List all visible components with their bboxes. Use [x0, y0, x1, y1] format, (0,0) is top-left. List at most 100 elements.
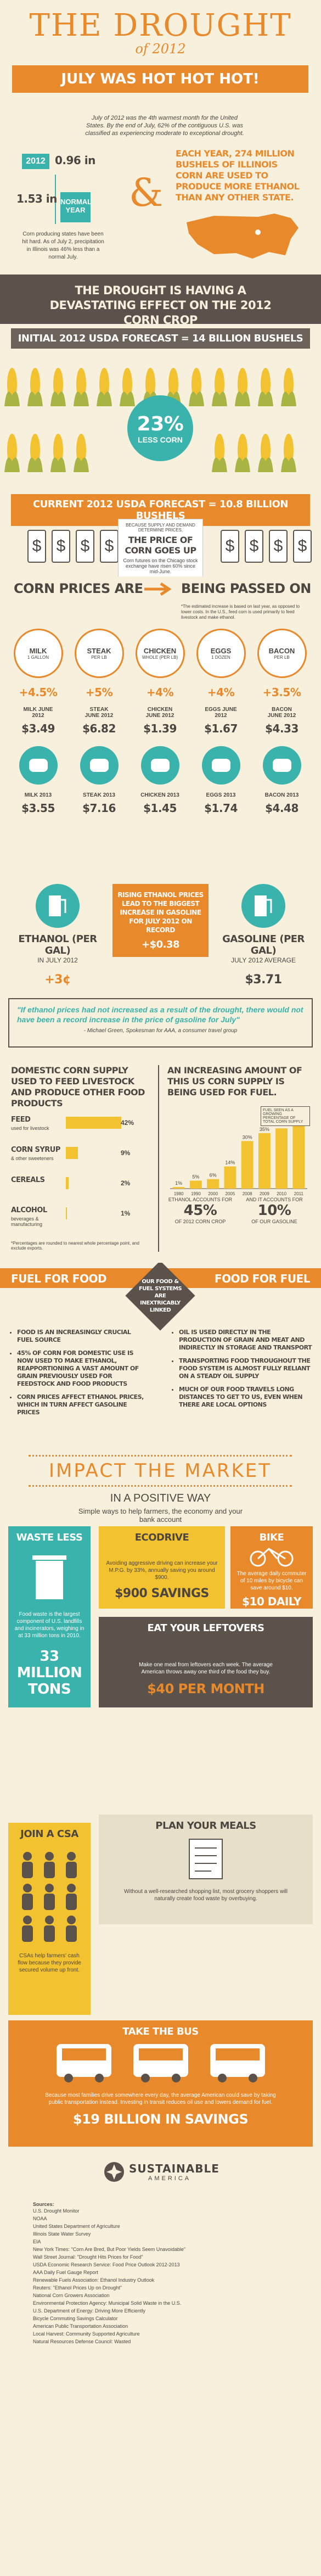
source-item: NOAA: [33, 2216, 47, 2221]
supply-bar: [66, 1177, 69, 1189]
bus-wheel: [140, 2074, 150, 2082]
bar: [258, 1133, 271, 1189]
impact-title: IMPACT THE MARKET: [29, 1455, 292, 1487]
supply-row: ALCOHOL beverages & manufacturing 1%: [11, 1205, 148, 1233]
corn-field: [4, 368, 296, 472]
supply-value: 1%: [121, 1209, 131, 1217]
price-2012: $4.33: [265, 722, 299, 735]
product-icon: [19, 746, 58, 785]
product-circle: STEAK PER LB: [74, 629, 124, 678]
divider: [158, 1065, 159, 1252]
passed-left: CORN PRICES ARE: [14, 581, 143, 596]
product-icon: [262, 746, 301, 785]
passed-note: *The estimated increase is based on last…: [181, 604, 300, 620]
product-name: EGGS: [210, 647, 232, 655]
supply-section: DOMESTIC CORN SUPPLY USED TO FEED LIVEST…: [0, 1054, 321, 1263]
icon-shape: [272, 759, 291, 772]
source-item: Illinois State Water Survey: [33, 2231, 91, 2237]
bus-card: TAKE THE BUS Because most families drive…: [8, 2020, 313, 2147]
less-badge: 23% LESS CORN: [127, 395, 193, 461]
source-item: New York Times: "Corn Are Bred, But Poor…: [33, 2247, 186, 2252]
supply-label: ALCOHOL: [11, 1206, 47, 1214]
price-change: +4.5%: [19, 686, 58, 699]
corn-section: INITIAL 2012 USDA FORECAST = 14 BILLION …: [0, 324, 321, 494]
gasoline: GASOLINE (PER GAL) JULY 2012 AVERAGE $3.…: [217, 884, 310, 987]
eco-text: Avoiding aggressive driving can increase…: [106, 1560, 218, 1581]
person-body: [66, 1894, 77, 1910]
trash-body: [36, 1561, 63, 1599]
person-body: [44, 1862, 55, 1878]
right-title: FOOD FOR FUEL: [161, 1268, 321, 1288]
bus-wheel: [217, 2074, 227, 2082]
bus-wheel: [64, 2074, 73, 2082]
bike-icon: [250, 1548, 294, 1567]
person-head: [67, 1916, 76, 1924]
rain-normal: 1.53 in: [16, 192, 57, 205]
supply-bar: [66, 1147, 78, 1159]
x-tick-label: 1980: [174, 1191, 184, 1196]
eco-card: ECODRIVE Avoiding aggressive driving can…: [99, 1526, 225, 1609]
gas-stat: AND IT ACCOUNTS FOR 10% OF OUR GASOLINE: [239, 1197, 310, 1224]
corn-leaf: [74, 457, 89, 472]
x-tick-label: 2000: [208, 1191, 218, 1196]
left-title: FUEL FOR FOOD: [0, 1268, 160, 1288]
source-item: USDA Economic Research Service: Food Pri…: [33, 2262, 180, 2267]
corn-leaf: [50, 457, 66, 472]
x-tick-label: 2009: [260, 1191, 269, 1196]
supply-bars: FEED used for livestock 42% CORN SYRUP & oth…: [11, 1115, 148, 1235]
supply-bar: [66, 1117, 121, 1129]
person-head: [23, 1884, 32, 1892]
person-head: [45, 1852, 54, 1861]
passed-header: CORN PRICES ARE BEING PASSED ON: [0, 576, 321, 604]
person-body: [22, 1925, 33, 1942]
ethanol-sub: IN JULY 2012: [37, 956, 78, 964]
source-item: American Public Transportation Associati…: [33, 2323, 128, 2329]
pump: [49, 895, 66, 916]
crop-title: THE DROUGHT IS HAVING A DEVASTATING EFFE…: [49, 284, 272, 324]
bike-text: The average daily commuter of 10 miles b…: [236, 1571, 307, 1591]
impact-intro: Simple ways to help farmers, the economy…: [78, 1507, 243, 1524]
csa-text: CSAs help farmers' cash flow because the…: [18, 1953, 81, 1973]
list-icon: [189, 1839, 223, 1879]
dollar-sign: $: [52, 530, 70, 563]
label-2013: CHICKEN 2013: [140, 792, 179, 798]
title: THE DROUGHT: [29, 8, 292, 43]
source-item: National Corn Growers Association: [33, 2293, 110, 2298]
eco-title: ECODRIVE: [134, 1532, 189, 1543]
gas-title: GASOLINE (PER GAL): [222, 933, 305, 956]
leftovers-value: $40 PER MONTH: [147, 1681, 264, 1696]
right-list: OIL IS USED DIRECTLY IN THE PRODUCTION O…: [170, 1329, 313, 1414]
supply-sub: beverages & manufacturing: [11, 1216, 43, 1227]
supply-label: CEREALS: [11, 1176, 45, 1184]
waste-card: WASTE LESS Food waste is the largest com…: [8, 1526, 91, 1707]
value-label: 30%: [243, 1134, 252, 1140]
price-2013: $3.55: [21, 802, 55, 815]
middle-text: RISING ETHANOL PRICES LEAD TO THE BIGGES…: [117, 891, 204, 934]
person-head: [67, 1884, 76, 1892]
rain-2012: 0.96 in: [55, 154, 95, 167]
source-item: U.S. Drought Monitor: [33, 2208, 80, 2214]
corn-leaf: [4, 391, 20, 406]
crop-band: THE DROUGHT IS HAVING A DEVASTATING EFFE…: [0, 275, 321, 324]
bullet: OIL IS USED DIRECTLY IN THE PRODUCTION O…: [179, 1329, 313, 1352]
dollar-sign: $: [76, 530, 94, 563]
ethanol-change: +3¢: [44, 973, 71, 987]
map-shape: [187, 214, 299, 259]
logo-mark: [104, 2162, 124, 2182]
price-change: +4%: [146, 686, 174, 699]
dollar-sign: $: [100, 530, 119, 563]
label-2013: EGGS 2013: [206, 792, 236, 798]
price-section: CURRENT 2012 USDA FORECAST = 10.8 BILLIO…: [0, 494, 321, 576]
csa-title: JOIN A CSA: [20, 1828, 78, 1840]
corn-leaf: [258, 391, 273, 406]
bar: [275, 1128, 288, 1189]
product-unit: WHOLE (PER LB): [142, 655, 178, 660]
source-item: U.S. Department of Energy: Driving More …: [33, 2308, 145, 2314]
gas-sub: JULY 2012 AVERAGE: [230, 956, 296, 964]
supply-sub: used for livestock: [11, 1125, 49, 1131]
logo-text: SUSTAINABLE: [129, 2162, 219, 2175]
fuel-section: ETHANOL (PER GAL) IN JULY 2012 +3¢ RISIN…: [0, 873, 321, 994]
